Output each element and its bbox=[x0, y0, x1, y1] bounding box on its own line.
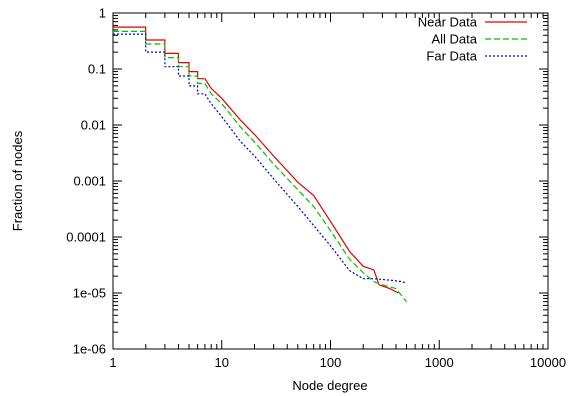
legend-label: All Data bbox=[431, 32, 477, 47]
x-tick-label: 1 bbox=[109, 355, 116, 370]
series-lines bbox=[113, 26, 407, 303]
y-tick-label: 0.01 bbox=[81, 118, 106, 133]
legend: Near Data All Data Far Data bbox=[418, 15, 527, 64]
series-line-near-data bbox=[113, 26, 399, 294]
series-line-far-data bbox=[113, 33, 407, 284]
y-axis-title: Fraction of nodes bbox=[10, 130, 25, 231]
legend-label: Near Data bbox=[418, 15, 478, 30]
y-tick-label: 1 bbox=[99, 6, 106, 21]
x-tick-label: 10 bbox=[215, 355, 229, 370]
x-axis-title: Node degree bbox=[292, 378, 367, 393]
x-tick-label: 100 bbox=[320, 355, 342, 370]
plot-frame bbox=[112, 12, 549, 350]
x-tick-label: 10000 bbox=[530, 355, 566, 370]
axis-ticks: 1 10 100 1000 10000 1e-06 1e-05 0.0001 0.001 0.01… bbox=[66, 6, 566, 371]
series-line-all-data bbox=[113, 30, 407, 303]
legend-label: Far Data bbox=[426, 49, 477, 64]
y-tick-label: 0.0001 bbox=[66, 230, 106, 245]
y-tick-label: 1e-06 bbox=[73, 342, 106, 357]
y-tick-label: 1e-05 bbox=[73, 286, 106, 301]
x-tick-label: 1000 bbox=[425, 355, 454, 370]
y-tick-label: 0.1 bbox=[88, 62, 106, 77]
y-tick-label: 0.001 bbox=[73, 174, 106, 189]
